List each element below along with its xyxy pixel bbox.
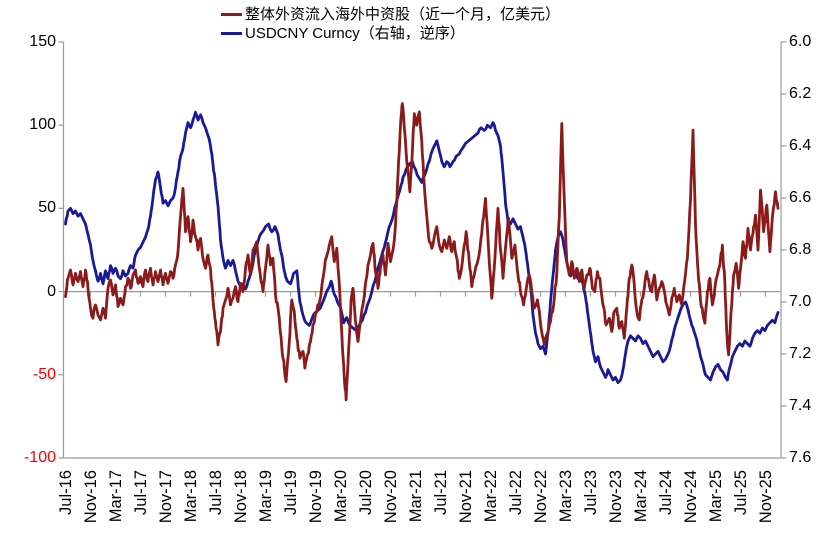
usdcny-line-swatch-icon <box>221 31 242 36</box>
left-axis-tick-label: -100 <box>23 449 56 466</box>
x-axis-tick-label: Jul-17 <box>132 470 150 515</box>
x-axis-tick-label: Jul-23 <box>582 470 600 515</box>
x-axis-tick-label: Nov-22 <box>532 470 550 523</box>
x-axis-tick-label: Jul-19 <box>282 470 300 515</box>
x-axis-tick-label: Mar-20 <box>332 470 350 522</box>
flows-line-swatch-icon <box>221 12 242 17</box>
x-axis-tick-label: Jul-18 <box>207 470 225 515</box>
left-axis-tick-label: 150 <box>29 33 56 50</box>
x-axis-tick-label: Jul-21 <box>432 470 450 515</box>
x-axis-tick-label: Nov-16 <box>82 470 100 523</box>
right-axis-tick-label: 7.0 <box>789 293 812 310</box>
x-axis-tick-label: Jul-16 <box>57 470 75 515</box>
x-axis-tick-label: Mar-23 <box>557 470 575 522</box>
x-axis-tick-label: Mar-19 <box>257 470 275 522</box>
x-axis-tick-label: Mar-17 <box>107 470 125 522</box>
x-axis-tick-label: Jul-25 <box>732 470 750 515</box>
x-axis-tick-label: Mar-18 <box>182 470 200 522</box>
x-axis-tick-label: Mar-24 <box>632 470 650 522</box>
right-axis-tick-label: 6.2 <box>789 85 812 102</box>
left-axis-tick-label: 50 <box>38 199 56 217</box>
left-axis-tick-label: 100 <box>29 116 56 134</box>
x-axis-tick-label: Mar-25 <box>707 470 725 522</box>
legend-label-flows: 整体外资流入海外中资股（近一个月，亿美元） <box>245 6 561 23</box>
right-axis-tick-label: 6.6 <box>789 189 812 206</box>
x-axis-tick-label: Nov-25 <box>757 470 775 523</box>
x-axis-tick-label: Mar-21 <box>407 470 425 522</box>
right-axis-tick-label: 7.2 <box>789 345 812 362</box>
legend-item-flows: 整体外资流入海外中资股（近一个月，亿美元） <box>221 5 560 24</box>
x-axis-tick-label: Jul-22 <box>507 470 525 515</box>
right-axis-tick-label: 6.4 <box>789 137 812 154</box>
x-axis-tick-label: Nov-20 <box>382 470 400 523</box>
x-axis-tick-label: Nov-21 <box>457 470 475 523</box>
x-axis-tick-label: Mar-22 <box>482 470 500 522</box>
legend-item-usdcny: USDCNY Curncy（右轴，逆序） <box>221 24 560 43</box>
right-axis-tick-label: 7.4 <box>789 397 812 414</box>
left-axis-tick-label: -50 <box>32 365 56 383</box>
flows-line <box>64 102 780 402</box>
right-axis-tick-label: 6.0 <box>789 33 812 50</box>
x-axis-tick-label: Jul-20 <box>357 470 375 515</box>
usdcny-line <box>64 110 780 385</box>
x-axis-tick-label: Nov-23 <box>607 470 625 523</box>
right-axis-tick-label: 6.8 <box>789 241 812 258</box>
chart-legend: 整体外资流入海外中资股（近一个月，亿美元） USDCNY Curncy（右轴，逆… <box>221 5 560 43</box>
x-axis-tick-label: Nov-18 <box>232 470 250 523</box>
legend-label-usdcny: USDCNY Curncy（右轴，逆序） <box>245 25 465 42</box>
x-axis-tick-label: Nov-24 <box>682 470 700 523</box>
x-axis-tick-label: Jul-24 <box>657 470 675 515</box>
x-axis-tick-label: Nov-19 <box>307 470 325 523</box>
left-axis-tick-label: 0 <box>47 282 56 300</box>
x-axis-tick-label: Nov-17 <box>157 470 175 523</box>
right-axis-tick-label: 7.6 <box>789 449 812 466</box>
